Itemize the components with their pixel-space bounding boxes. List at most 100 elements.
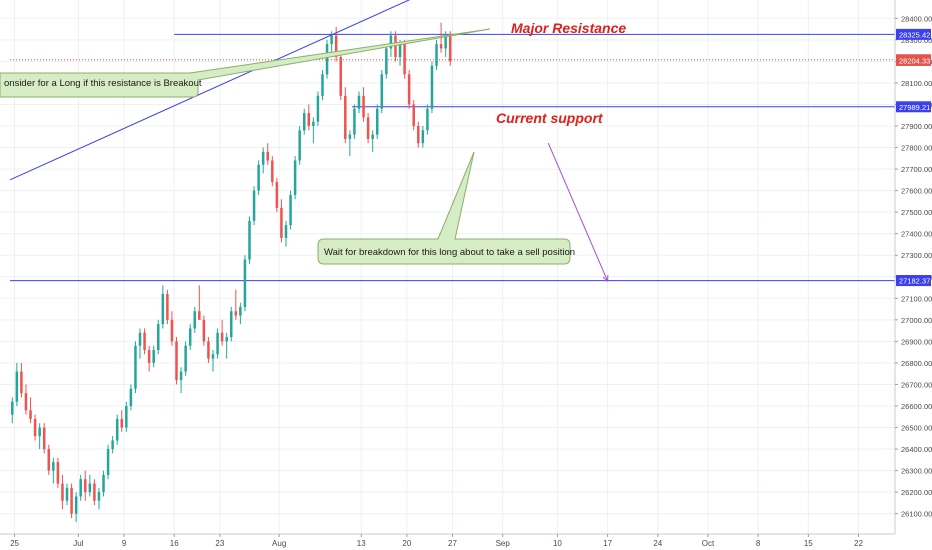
price-tick-label: 27700.00 [901, 165, 932, 174]
candle-body [293, 160, 297, 195]
price-tick-label: 27500.00 [901, 208, 932, 217]
candle-body [106, 449, 110, 475]
candle-body [261, 151, 265, 165]
trend-line[interactable] [9, 0, 464, 181]
candle-body [202, 319, 206, 342]
candle-body [207, 341, 210, 359]
callout-breakdown[interactable]: Wait for breakdown for this long about t… [317, 151, 575, 265]
candle-body [362, 95, 365, 118]
candle-body [252, 190, 256, 221]
callout-breakdown-text: Wait for breakdown for this long about t… [324, 247, 575, 258]
candle-body [412, 104, 415, 126]
candle-body [79, 479, 82, 497]
candle-body [42, 427, 46, 450]
callout-long-text: onsider for a Long if this resistance is… [4, 78, 202, 89]
candle-body [225, 337, 228, 342]
candle-body [184, 345, 187, 372]
candle-body [394, 35, 397, 58]
candle-body [220, 332, 224, 342]
callout-long[interactable]: onsider for a Long if this resistance is… [0, 28, 491, 98]
down-arrow-head [602, 275, 609, 283]
date-tick-label: Aug [272, 539, 286, 548]
chart-drawings[interactable] [9, 0, 609, 283]
price-tick-label: 28300.00 [901, 36, 932, 45]
candle-body [125, 406, 128, 428]
candle-body [357, 95, 361, 109]
price-tick-label: 27100.00 [901, 294, 932, 303]
candle-body [138, 332, 142, 346]
candle-body [334, 35, 338, 58]
date-tick-label: Jul [73, 539, 83, 548]
price-tag-bg [896, 275, 931, 287]
candle-body [439, 44, 443, 49]
candle-body [216, 332, 219, 355]
price-tick-label: 26400.00 [901, 445, 932, 454]
price-axis-bg [895, 0, 932, 534]
price-tick-label: 26300.00 [901, 467, 932, 476]
price-axis[interactable]: 26100.00 26200.00 26300.00 26400.00 26500.00… [894, 0, 932, 534]
candle-body [70, 487, 73, 514]
candle-body [234, 311, 238, 316]
price-tick-label: 28100.00 [901, 79, 932, 88]
date-tick-label: 20 [402, 539, 411, 548]
price-tick-label: 26100.00 [901, 510, 932, 519]
candle-body [111, 440, 114, 450]
candle-body [56, 462, 60, 484]
price-tag-label: 27989.21 [899, 103, 930, 112]
price-tick-label: 27900.00 [901, 122, 932, 131]
candle-body [84, 479, 87, 493]
date-tick-label: 16 [170, 539, 179, 548]
candle-body [61, 483, 64, 501]
price-tag-bg [896, 28, 931, 40]
candle-body [321, 74, 324, 96]
candle-body [93, 483, 96, 501]
candle-body [102, 474, 105, 493]
price-tick-label: 27800.00 [901, 144, 932, 153]
candle-body [430, 65, 434, 109]
candle-body [444, 35, 447, 49]
candle-body [289, 194, 292, 226]
price-tag-label: 28325.42 [899, 30, 930, 39]
candle-body [248, 220, 251, 260]
date-tick-label: 27 [448, 539, 457, 548]
candle-body [243, 259, 247, 307]
candle-body [179, 371, 183, 381]
candle-body [330, 35, 333, 45]
candle-body [353, 108, 356, 135]
candle-body [193, 311, 197, 329]
candle-body [339, 57, 342, 96]
date-tick-label: 23 [215, 539, 224, 548]
candle-body [348, 134, 352, 139]
time-axis-bg [0, 534, 932, 550]
candle-body [211, 354, 215, 359]
candle-body [302, 113, 306, 131]
candle-body [266, 151, 269, 161]
down-arrow-line[interactable] [547, 143, 609, 282]
price-tag-bg [896, 54, 931, 66]
price-tick-label: 26600.00 [901, 402, 932, 411]
candle-body [157, 324, 160, 350]
candle-body [380, 74, 384, 109]
candle-body [271, 160, 274, 182]
candle-body [24, 393, 28, 411]
candle-body [129, 388, 133, 406]
candle-body [307, 113, 311, 126]
date-tick-label: 15 [804, 539, 813, 548]
candle-body [389, 35, 393, 49]
price-tick-label: 26700.00 [901, 380, 932, 389]
price-tag-label: 28204.33 [899, 56, 930, 65]
candle-body [371, 134, 374, 139]
horizontal-levels[interactable] [10, 33, 895, 282]
time-axis[interactable]: 25 Jul 9 16 23 Aug 13 20 27 Sep 10 17 24 Oct 8 15 22 [0, 533, 932, 550]
callout-long-bubble [0, 28, 491, 98]
candle-body [152, 350, 155, 363]
candle-body [417, 126, 420, 144]
date-tick-label: 8 [756, 539, 761, 548]
candle-body [120, 418, 124, 428]
candle-body [403, 44, 406, 75]
price-tag-label: 27182.37 [899, 277, 930, 286]
candle-body [166, 294, 169, 320]
callout-breakdown-bubble [317, 151, 571, 265]
